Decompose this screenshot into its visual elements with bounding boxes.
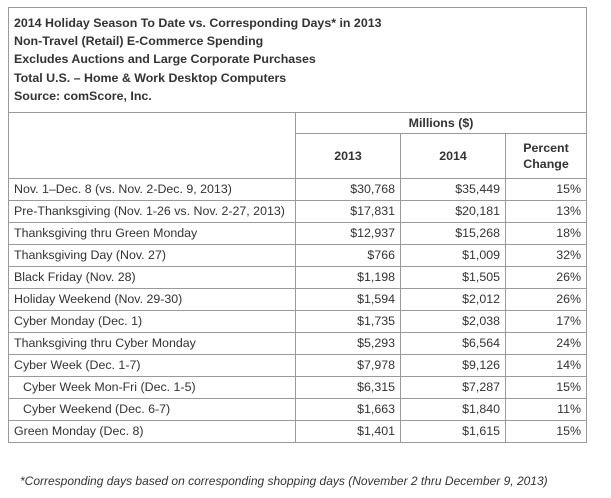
value-2014-cell: $1,505	[400, 266, 506, 290]
header-source: Source: comScore, Inc.	[14, 88, 152, 103]
comscore-table-figure: 2014 Holiday Season To Date vs. Correspo…	[8, 6, 603, 444]
value-2013-cell: $1,735	[295, 310, 401, 334]
table-row: Black Friday (Nov. 28) $1,198 $1,505 26%	[8, 266, 587, 290]
row-label: Thanksgiving Day (Nov. 27)	[8, 244, 296, 268]
value-2013-cell: $30,768	[295, 178, 401, 202]
value-2014-cell: $7,287	[400, 376, 506, 400]
value-2013-cell: $12,937	[295, 222, 401, 246]
value-2014-cell: $2,012	[400, 288, 506, 312]
header-title: 2014 Holiday Season To Date vs. Correspo…	[14, 16, 382, 30]
percent-change-cell: 32%	[505, 244, 587, 268]
table-row: Pre-Thanksgiving (Nov. 1-26 vs. Nov. 2-2…	[8, 200, 587, 224]
table-row: Nov. 1–Dec. 8 (vs. Nov. 2-Dec. 9, 2013) $…	[8, 178, 587, 202]
table-row: Thanksgiving thru Cyber Monday $5,293 $6,5…	[8, 332, 587, 356]
header-subtitle-population: Total U.S. – Home & Work Desktop Compute…	[14, 70, 287, 85]
row-label: Thanksgiving thru Green Monday	[8, 222, 296, 246]
table-header-block: 2014 Holiday Season To Date vs. Correspo…	[8, 6, 587, 114]
table-row: Green Monday (Dec. 8) $1,401 $1,615 15%	[8, 420, 587, 444]
percent-change-cell: 26%	[505, 266, 587, 290]
row-label: Cyber Week (Dec. 1-7)	[8, 354, 296, 378]
table-row: Thanksgiving Day (Nov. 27) $766 $1,009 32%	[8, 244, 587, 268]
percent-change-cell: 26%	[505, 288, 587, 312]
row-label: Black Friday (Nov. 28)	[8, 266, 296, 290]
percent-change-label: Percent Change	[523, 141, 569, 172]
column-header-2013: 2013	[295, 133, 401, 180]
value-2014-cell: $6,564	[400, 332, 506, 356]
table-row: Cyber Week (Dec. 1-7) $7,978 $9,126 14%	[8, 354, 587, 378]
value-2014-cell: $20,181	[400, 200, 506, 224]
row-label: Cyber Weekend (Dec. 6-7)	[8, 398, 296, 422]
table-row: Thanksgiving thru Green Monday $12,937 $15…	[8, 222, 587, 246]
table-row: Holiday Weekend (Nov. 29-30) $1,594 $2,012…	[8, 288, 587, 312]
percent-change-cell: 17%	[505, 310, 587, 334]
row-label: Nov. 1–Dec. 8 (vs. Nov. 2-Dec. 9, 2013)	[8, 178, 296, 202]
percent-change-cell: 18%	[505, 222, 587, 246]
percent-change-cell: 15%	[505, 178, 587, 202]
value-2014-cell: $1,840	[400, 398, 506, 422]
table-row: Cyber Weekend (Dec. 6-7) $1,663 $1,840 11%	[8, 398, 587, 422]
row-label: Thanksgiving thru Cyber Monday	[8, 332, 296, 356]
value-2014-cell: $35,449	[400, 178, 506, 202]
column-header-2014: 2014	[400, 133, 506, 180]
value-2014-cell: $1,009	[400, 244, 506, 268]
spending-table: 2014 Holiday Season To Date vs. Correspo…	[8, 6, 587, 444]
header-subtitle-spending: Non-Travel (Retail) E-Commerce Spending	[14, 34, 264, 49]
footnote: *Corresponding days based on correspondi…	[20, 474, 548, 488]
value-2013-cell: $6,315	[295, 376, 401, 400]
value-2013-cell: $17,831	[295, 200, 401, 224]
corner-cell	[8, 112, 296, 180]
row-label: Green Monday (Dec. 8)	[8, 420, 296, 444]
header-subtitle-exclusions: Excludes Auctions and Large Corporate Pu…	[14, 52, 316, 67]
row-label: Pre-Thanksgiving (Nov. 1-26 vs. Nov. 2-2…	[8, 200, 296, 224]
value-2013-cell: $1,198	[295, 266, 401, 290]
table-row: Cyber Week Mon-Fri (Dec. 1-5) $6,315 $7,28…	[8, 376, 587, 400]
value-2014-cell: $2,038	[400, 310, 506, 334]
value-2014-cell: $1,615	[400, 420, 506, 444]
row-label: Cyber Monday (Dec. 1)	[8, 310, 296, 334]
value-2013-cell: $1,401	[295, 420, 401, 444]
value-2014-cell: $15,268	[400, 222, 506, 246]
value-2013-cell: $766	[295, 244, 401, 268]
percent-change-cell: 24%	[505, 332, 587, 356]
table-row: Cyber Monday (Dec. 1) $1,735 $2,038 17%	[8, 310, 587, 334]
percent-change-cell: 11%	[505, 398, 587, 422]
row-label: Cyber Week Mon-Fri (Dec. 1-5)	[8, 376, 296, 400]
value-2013-cell: $7,978	[295, 354, 401, 378]
percent-change-cell: 14%	[505, 354, 587, 378]
percent-change-cell: 15%	[505, 420, 587, 444]
value-2014-cell: $9,126	[400, 354, 506, 378]
percent-change-cell: 15%	[505, 376, 587, 400]
group-header-millions: Millions ($)	[295, 112, 587, 135]
row-label: Holiday Weekend (Nov. 29-30)	[8, 288, 296, 312]
value-2013-cell: $1,663	[295, 398, 401, 422]
column-header-percent-change: Percent Change	[505, 133, 587, 180]
percent-change-cell: 13%	[505, 200, 587, 224]
value-2013-cell: $5,293	[295, 332, 401, 356]
value-2013-cell: $1,594	[295, 288, 401, 312]
